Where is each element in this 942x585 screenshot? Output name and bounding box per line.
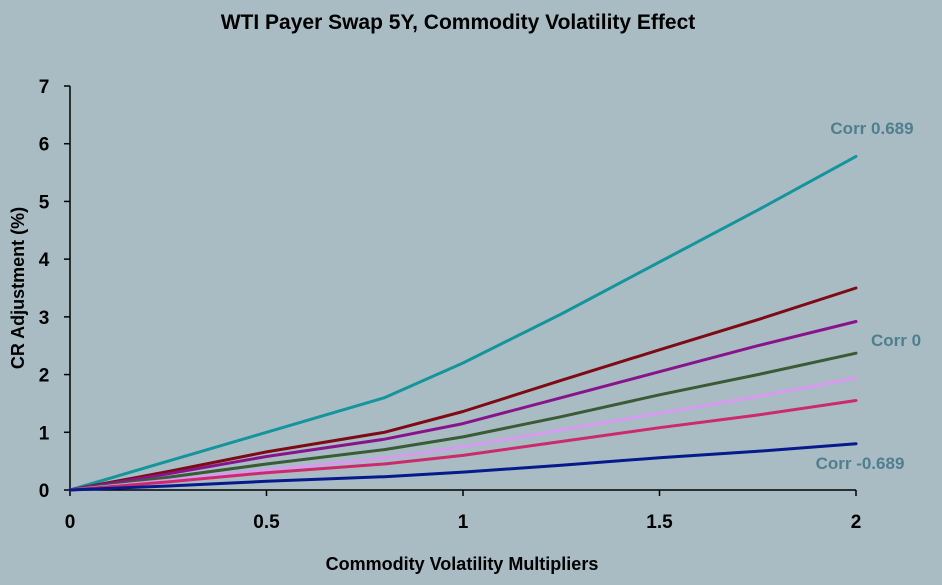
y-tick-label: 7	[39, 77, 50, 98]
y-tick-label: 6	[39, 135, 50, 156]
y-tick-label: 1	[39, 423, 50, 444]
series-line-6	[68, 399, 858, 492]
y-tick-label: 5	[39, 192, 50, 213]
x-tick-label: 0.5	[253, 512, 280, 533]
series-line-2	[68, 286, 858, 492]
x-tick-label: 2	[851, 512, 862, 533]
series-line-1	[68, 154, 858, 492]
annotation-corr-0: Corr 0	[871, 331, 921, 350]
series-line-5	[68, 376, 858, 492]
x-tick-label: 1.5	[646, 512, 673, 533]
annotation-corr-0689: Corr 0.689	[830, 119, 913, 138]
series-group	[68, 154, 858, 492]
series-line-7	[68, 442, 858, 492]
y-axis-label: CR Adjustment (%)	[8, 207, 28, 369]
x-tick-label: 1	[458, 512, 469, 533]
y-ticks: 0 1 2 3 4 5 6 7	[39, 77, 70, 502]
x-axis-label: Commodity Volatility Multipliers	[326, 554, 599, 574]
series-line-4	[68, 351, 858, 492]
series-line-3	[68, 320, 858, 492]
x-tick-label: 0	[65, 512, 76, 533]
y-tick-label: 0	[39, 481, 50, 502]
x-ticks: 0 0.5 1 1.5 2	[65, 490, 862, 533]
y-tick-label: 3	[39, 308, 50, 329]
annotation-corr-neg-0689: Corr -0.689	[816, 454, 905, 473]
chart-title: WTI Payer Swap 5Y, Commodity Volatility …	[221, 11, 696, 34]
y-tick-label: 4	[39, 250, 50, 271]
y-tick-label: 2	[39, 366, 50, 387]
